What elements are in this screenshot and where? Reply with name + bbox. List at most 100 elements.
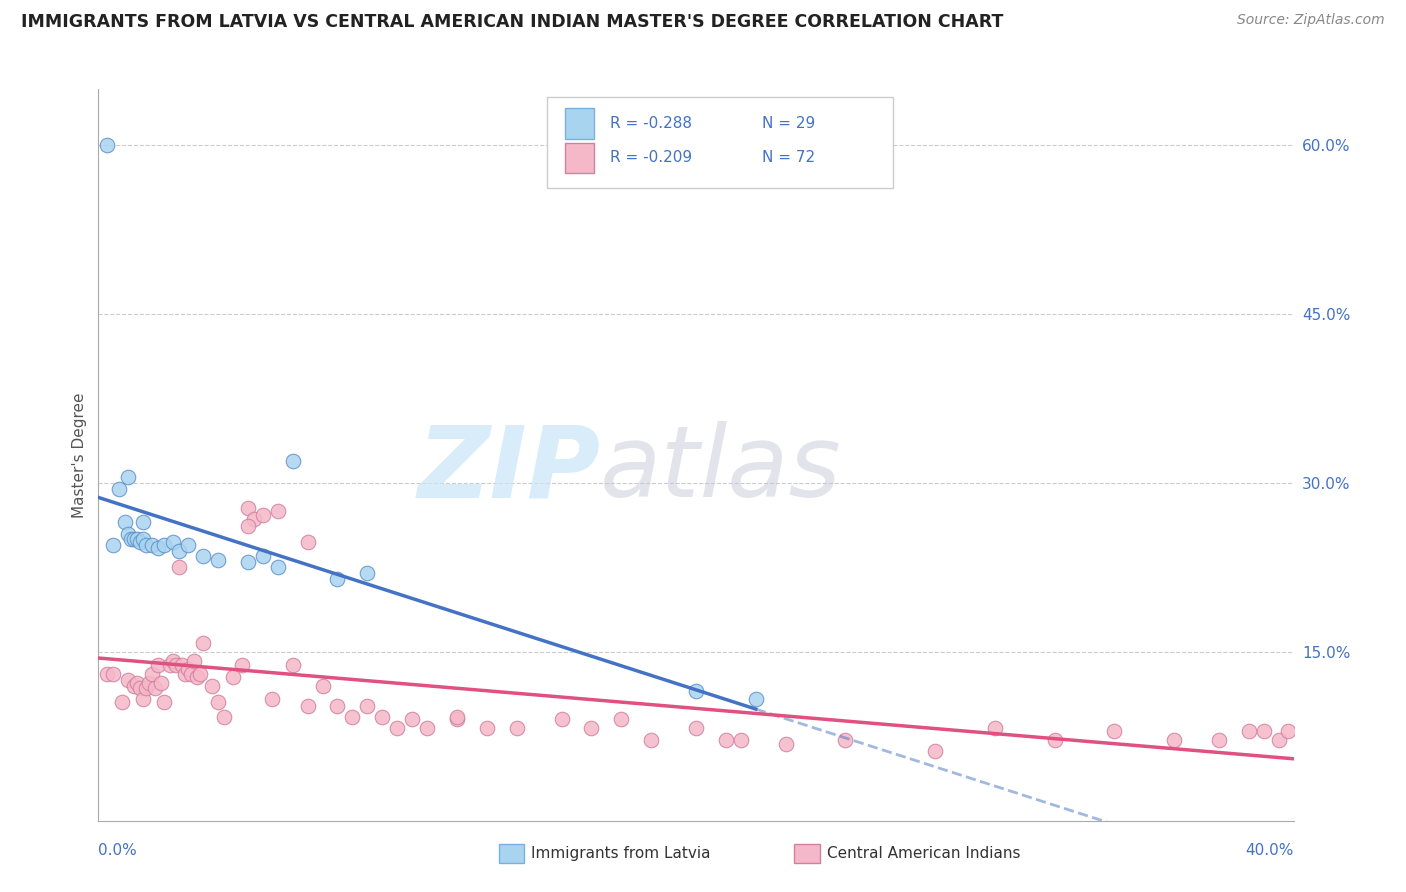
Text: 0.0%: 0.0%: [98, 843, 138, 858]
Point: [153, 538, 176, 552]
Point: [191, 636, 214, 650]
Point: [984, 722, 1007, 736]
Text: Central American Indians: Central American Indians: [827, 847, 1021, 861]
Text: ZIP: ZIP: [418, 421, 600, 518]
Point: [297, 534, 319, 549]
Bar: [565, 143, 595, 173]
Point: [174, 667, 197, 681]
Point: [207, 696, 229, 710]
Text: R = -0.288: R = -0.288: [610, 116, 692, 131]
Text: Source: ZipAtlas.com: Source: ZipAtlas.com: [1237, 13, 1385, 28]
Point: [775, 737, 797, 751]
Point: [236, 500, 259, 515]
Point: [120, 533, 142, 547]
Point: [281, 658, 304, 673]
Point: [124, 533, 146, 547]
Point: [243, 512, 266, 526]
Point: [129, 681, 152, 695]
Point: [148, 541, 170, 556]
Point: [135, 681, 157, 695]
Point: [127, 676, 149, 690]
Point: [132, 692, 155, 706]
Point: [1253, 723, 1275, 738]
Point: [188, 667, 211, 681]
Point: [96, 667, 118, 681]
Point: [150, 676, 173, 690]
FancyBboxPatch shape: [547, 96, 893, 188]
Text: atlas: atlas: [600, 421, 842, 518]
Point: [550, 712, 572, 726]
Point: [212, 710, 235, 724]
Point: [141, 538, 163, 552]
Point: [162, 534, 184, 549]
Point: [834, 732, 856, 747]
Point: [401, 712, 423, 726]
Point: [191, 549, 214, 564]
Point: [143, 681, 166, 695]
Point: [267, 560, 290, 574]
Point: [1163, 732, 1185, 747]
Point: [1043, 732, 1066, 747]
Point: [356, 566, 378, 580]
Point: [141, 667, 163, 681]
Point: [685, 684, 707, 698]
Text: Immigrants from Latvia: Immigrants from Latvia: [531, 847, 711, 861]
Point: [1237, 723, 1260, 738]
Point: [96, 138, 118, 153]
Point: [103, 667, 125, 681]
Text: 40.0%: 40.0%: [1246, 843, 1294, 858]
Point: [581, 722, 603, 736]
Point: [167, 560, 190, 574]
Point: [186, 670, 208, 684]
Point: [172, 658, 194, 673]
Point: [326, 698, 349, 713]
Point: [924, 744, 946, 758]
Point: [231, 658, 253, 673]
Point: [416, 722, 439, 736]
Point: [252, 549, 274, 564]
Point: [281, 453, 304, 467]
Point: [135, 538, 157, 552]
Point: [640, 732, 662, 747]
Point: [311, 679, 333, 693]
Point: [129, 534, 152, 549]
Text: R = -0.209: R = -0.209: [610, 151, 692, 165]
Point: [745, 692, 768, 706]
Point: [180, 667, 202, 681]
Point: [127, 533, 149, 547]
Point: [685, 722, 707, 736]
Point: [446, 710, 468, 724]
Point: [297, 698, 319, 713]
Point: [183, 654, 205, 668]
Y-axis label: Master's Degree: Master's Degree: [72, 392, 87, 517]
Point: [132, 516, 155, 530]
Bar: [565, 108, 595, 139]
Point: [1267, 732, 1289, 747]
Point: [114, 516, 136, 530]
Point: [610, 712, 633, 726]
Point: [252, 508, 274, 522]
Point: [236, 518, 259, 533]
Point: [138, 676, 160, 690]
Point: [177, 662, 200, 676]
Point: [326, 572, 349, 586]
Point: [222, 670, 245, 684]
Point: [260, 692, 283, 706]
Point: [207, 552, 229, 566]
Point: [177, 538, 200, 552]
Point: [267, 504, 290, 518]
Point: [103, 538, 125, 552]
Point: [1208, 732, 1230, 747]
Text: IMMIGRANTS FROM LATVIA VS CENTRAL AMERICAN INDIAN MASTER'S DEGREE CORRELATION CH: IMMIGRANTS FROM LATVIA VS CENTRAL AMERIC…: [21, 13, 1004, 31]
Point: [236, 555, 259, 569]
Point: [385, 722, 409, 736]
Point: [446, 712, 468, 726]
Point: [117, 673, 139, 687]
Point: [356, 698, 378, 713]
Text: N = 72: N = 72: [762, 151, 815, 165]
Point: [714, 732, 737, 747]
Point: [506, 722, 529, 736]
Point: [162, 654, 184, 668]
Point: [1277, 723, 1299, 738]
Point: [371, 710, 394, 724]
